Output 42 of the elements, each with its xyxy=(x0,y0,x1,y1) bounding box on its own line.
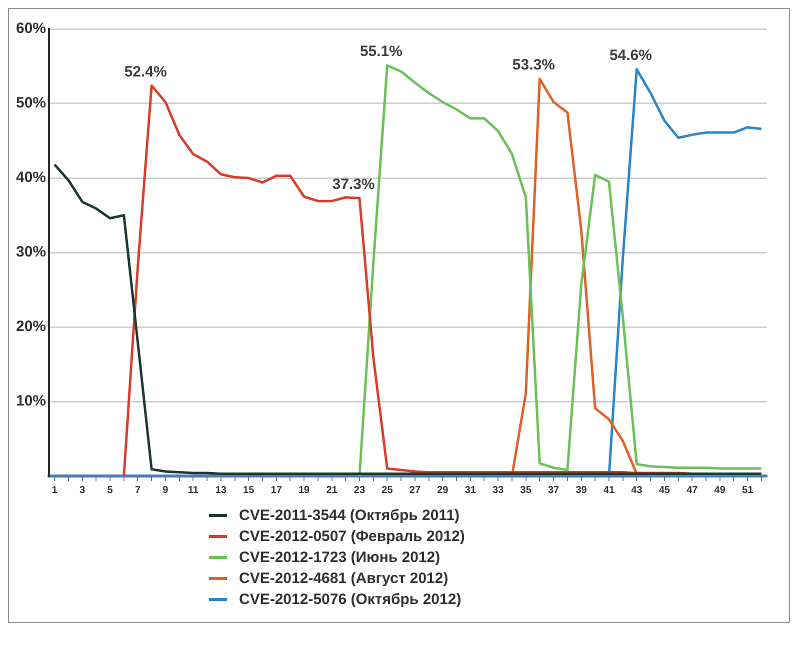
x-tick-label: 1 xyxy=(52,484,58,496)
x-tick-label: 19 xyxy=(298,484,310,496)
y-tick-label: 10% xyxy=(16,392,46,410)
x-tick-label: 3 xyxy=(80,484,86,496)
x-tick-label: 31 xyxy=(464,484,476,496)
annotation: 52.4% xyxy=(124,63,167,80)
x-tick-label: 5 xyxy=(107,484,114,496)
annotation: 54.6% xyxy=(609,46,652,64)
x-tick-label: 45 xyxy=(658,484,670,496)
x-tick-label: 15 xyxy=(243,484,255,496)
y-tick-label: 60% xyxy=(16,20,46,38)
x-tick-label: 7 xyxy=(134,484,141,496)
x-tick-label: 9 xyxy=(162,484,169,496)
annotation: 55.1% xyxy=(360,43,402,60)
y-tick-label: 30% xyxy=(16,244,46,261)
y-tick-label: 50% xyxy=(16,94,46,112)
legend-label: CVE-2012-5076 (Октябрь 2012) xyxy=(239,590,462,610)
x-tick-label: 51 xyxy=(742,484,754,496)
x-tick-label: 49 xyxy=(714,484,726,496)
x-tick-label: 27 xyxy=(409,484,421,496)
x-tick-label: 47 xyxy=(686,484,698,496)
x-tick-label: 29 xyxy=(437,484,449,496)
x-tick-label: 35 xyxy=(520,484,532,496)
x-tick-label: 13 xyxy=(215,484,227,496)
x-tick-label: 37 xyxy=(548,484,560,496)
x-tick-label: 39 xyxy=(576,484,588,496)
x-tick-label: 11 xyxy=(188,484,199,496)
x-tick-label: 43 xyxy=(631,484,643,496)
legend-label: CVE-2012-4681 (Август 2012) xyxy=(239,569,448,589)
y-tick-label: 20% xyxy=(16,318,46,336)
y-tick-label: 40% xyxy=(16,169,46,186)
annotation: 53.3% xyxy=(512,56,555,74)
legend-label: CVE-2012-1723 (Июнь 2012) xyxy=(239,548,440,568)
legend-label: CVE-2012-0507 (Февраль 2012) xyxy=(239,527,465,547)
legend-label: CVE-2011-3544 (Октябрь 2011) xyxy=(239,506,460,526)
x-tick-label: 33 xyxy=(492,484,504,496)
annotation: 37.3% xyxy=(332,176,375,193)
x-tick-label: 25 xyxy=(382,484,394,496)
x-tick-label: 41 xyxy=(603,484,615,496)
x-tick-label: 23 xyxy=(354,484,366,496)
x-tick-label: 21 xyxy=(326,484,338,496)
x-tick-label: 17 xyxy=(270,484,282,496)
